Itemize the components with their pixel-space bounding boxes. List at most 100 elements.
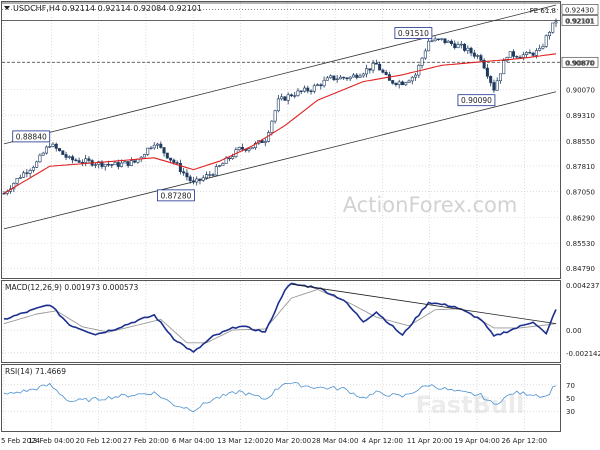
- header-arrow-icon: [4, 6, 10, 10]
- candle-body: [84, 158, 88, 163]
- fib-label: FE 61.8: [530, 7, 556, 15]
- candle-body: [534, 50, 538, 56]
- candle-body: [97, 161, 101, 165]
- candle-body: [260, 140, 264, 144]
- candle-body: [404, 82, 408, 86]
- candle-body: [443, 38, 447, 44]
- candle-body: [322, 79, 326, 87]
- annotation-box: [157, 189, 195, 202]
- candle-body: [116, 162, 120, 167]
- rsi-label: RSI(14) 71.4669: [5, 367, 66, 376]
- candle-body: [433, 38, 437, 42]
- macd-tick-label: 0.004237: [566, 282, 599, 290]
- candle-body: [348, 76, 352, 80]
- y-tick-label: 0.90870: [566, 59, 595, 67]
- candle-body: [371, 63, 375, 71]
- annotation-box: [12, 130, 51, 143]
- candle-body: [240, 146, 244, 150]
- candle-body: [270, 120, 274, 133]
- candle-body: [420, 57, 424, 66]
- y-tick-label: 0.85530: [566, 240, 595, 248]
- candle-body: [48, 146, 52, 148]
- candle-body: [391, 80, 395, 84]
- candle-body: [162, 147, 166, 154]
- y-tick-label: 0.90070: [566, 86, 595, 94]
- candle-body: [525, 52, 529, 55]
- candle-body: [172, 159, 176, 163]
- candle-body: [74, 159, 78, 162]
- candle-body: [335, 78, 339, 81]
- x-tick-label: 27 Feb 20:00: [123, 437, 169, 445]
- candle-body: [289, 94, 293, 97]
- candle-body: [485, 67, 489, 77]
- candle-body: [365, 68, 369, 75]
- candle-body: [309, 90, 313, 93]
- candle-body: [123, 161, 127, 164]
- candle-body: [332, 75, 336, 80]
- rsi-tick-label: 70: [566, 382, 575, 390]
- candle-body: [67, 156, 71, 158]
- candle-body: [182, 171, 186, 174]
- rsi-series: 70 50 30: [2, 382, 575, 416]
- candle-body: [267, 132, 271, 142]
- candle-body: [133, 160, 137, 163]
- candle-body: [544, 35, 548, 47]
- candle-body: [528, 52, 532, 54]
- candle-body: [319, 84, 323, 87]
- candle-body: [410, 76, 414, 82]
- annotation-label: 0.91510: [398, 29, 429, 38]
- candle-body: [469, 47, 473, 54]
- candle-body: [515, 56, 519, 58]
- macd-label: MACD(12,26,9) 0.001973 0.000573: [5, 283, 139, 292]
- candle-body: [440, 38, 444, 40]
- y-tick-label: 0.86290: [566, 214, 595, 222]
- candle-body: [35, 161, 39, 168]
- candle-body: [459, 43, 463, 46]
- candle-body: [518, 56, 522, 59]
- candle-body: [22, 172, 26, 178]
- candle-body: [306, 87, 310, 92]
- y-tick-label: 0.87810: [566, 163, 595, 171]
- candle-body: [80, 162, 84, 164]
- candle-body: [449, 40, 453, 44]
- x-tick-label: 4 Apr 12:00: [362, 437, 403, 445]
- x-tick-label: 20 Feb 12:00: [76, 437, 122, 445]
- candle-body: [355, 74, 359, 78]
- y-tick-label: 0.89310: [566, 112, 595, 120]
- candle-body: [423, 50, 427, 59]
- candle-body: [169, 157, 173, 161]
- macd-line: [3, 282, 557, 354]
- candle-body: [126, 161, 130, 166]
- x-tick-label: 11 Apr 20:00: [407, 437, 453, 445]
- candle-body: [58, 148, 62, 152]
- candle-body: [554, 21, 558, 24]
- candle-body: [361, 73, 365, 77]
- candle-body: [54, 143, 58, 149]
- horizontal-levels: 0.92430 0.92101 0.90870 FE 61.8: [2, 2, 599, 68]
- candle-body: [407, 80, 411, 83]
- annotation-label: 0.87280: [160, 191, 191, 200]
- level-label-box: [561, 56, 599, 68]
- candle-body: [110, 164, 114, 166]
- candle-body: [263, 141, 267, 144]
- candle-body: [44, 146, 48, 154]
- header-symbol: USDCHF,H4: [13, 4, 60, 13]
- candle-body: [436, 38, 440, 40]
- candle-body: [107, 163, 111, 166]
- candle-body: [38, 154, 42, 163]
- candle-body: [502, 60, 506, 75]
- candle-body: [198, 178, 202, 181]
- macd-series: 0.004237 0.00 -0.002142: [2, 282, 600, 358]
- macd-tick-label: -0.002142: [566, 350, 600, 358]
- rsi-tick-label: 50: [566, 395, 575, 403]
- candle-body: [247, 148, 251, 151]
- candle-body: [368, 68, 372, 71]
- candle-body: [463, 43, 467, 51]
- candle-body: [378, 63, 382, 71]
- candle-body: [18, 177, 22, 179]
- candle-body: [178, 163, 182, 173]
- moving-average-series: [3, 53, 557, 194]
- candle-body: [201, 177, 205, 181]
- candle-body: [453, 43, 457, 49]
